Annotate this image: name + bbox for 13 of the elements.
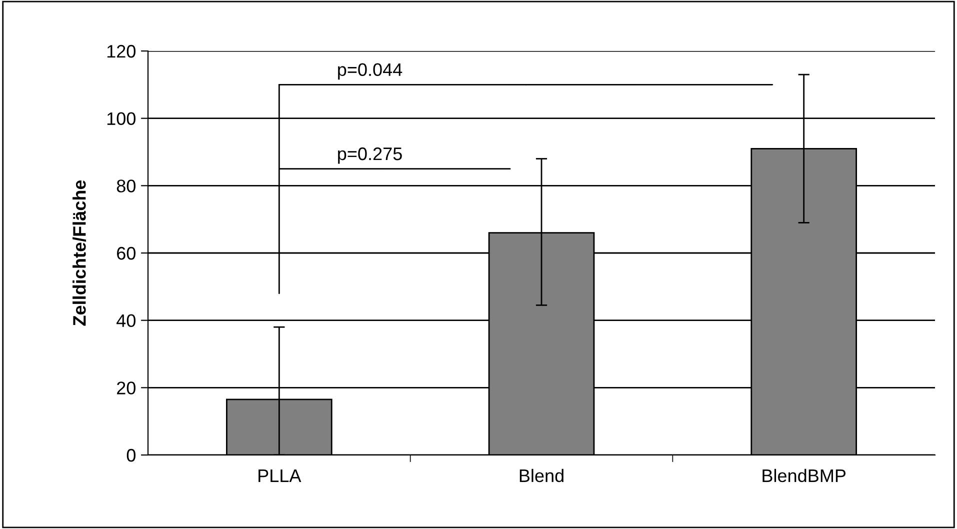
y-axis-title: Zelldichte/Fläche <box>72 180 86 326</box>
y-tick-label: 60 <box>117 246 136 260</box>
y-tick-label: 120 <box>107 44 136 58</box>
y-tick-label: 100 <box>107 112 136 126</box>
y-tick-label: 0 <box>126 448 136 462</box>
y-tick-label: 80 <box>116 180 136 192</box>
annotation: p=0.275 <box>338 147 402 164</box>
y-tick-label: 40 <box>116 314 136 328</box>
y-tick-label: 20 <box>117 382 136 394</box>
annotation: p=0.044 <box>338 63 402 80</box>
x-tick-label: Blend <box>520 468 564 482</box>
x-tick-label: PLLA <box>258 470 302 482</box>
x-tick-label: BlendBMP <box>762 468 846 482</box>
